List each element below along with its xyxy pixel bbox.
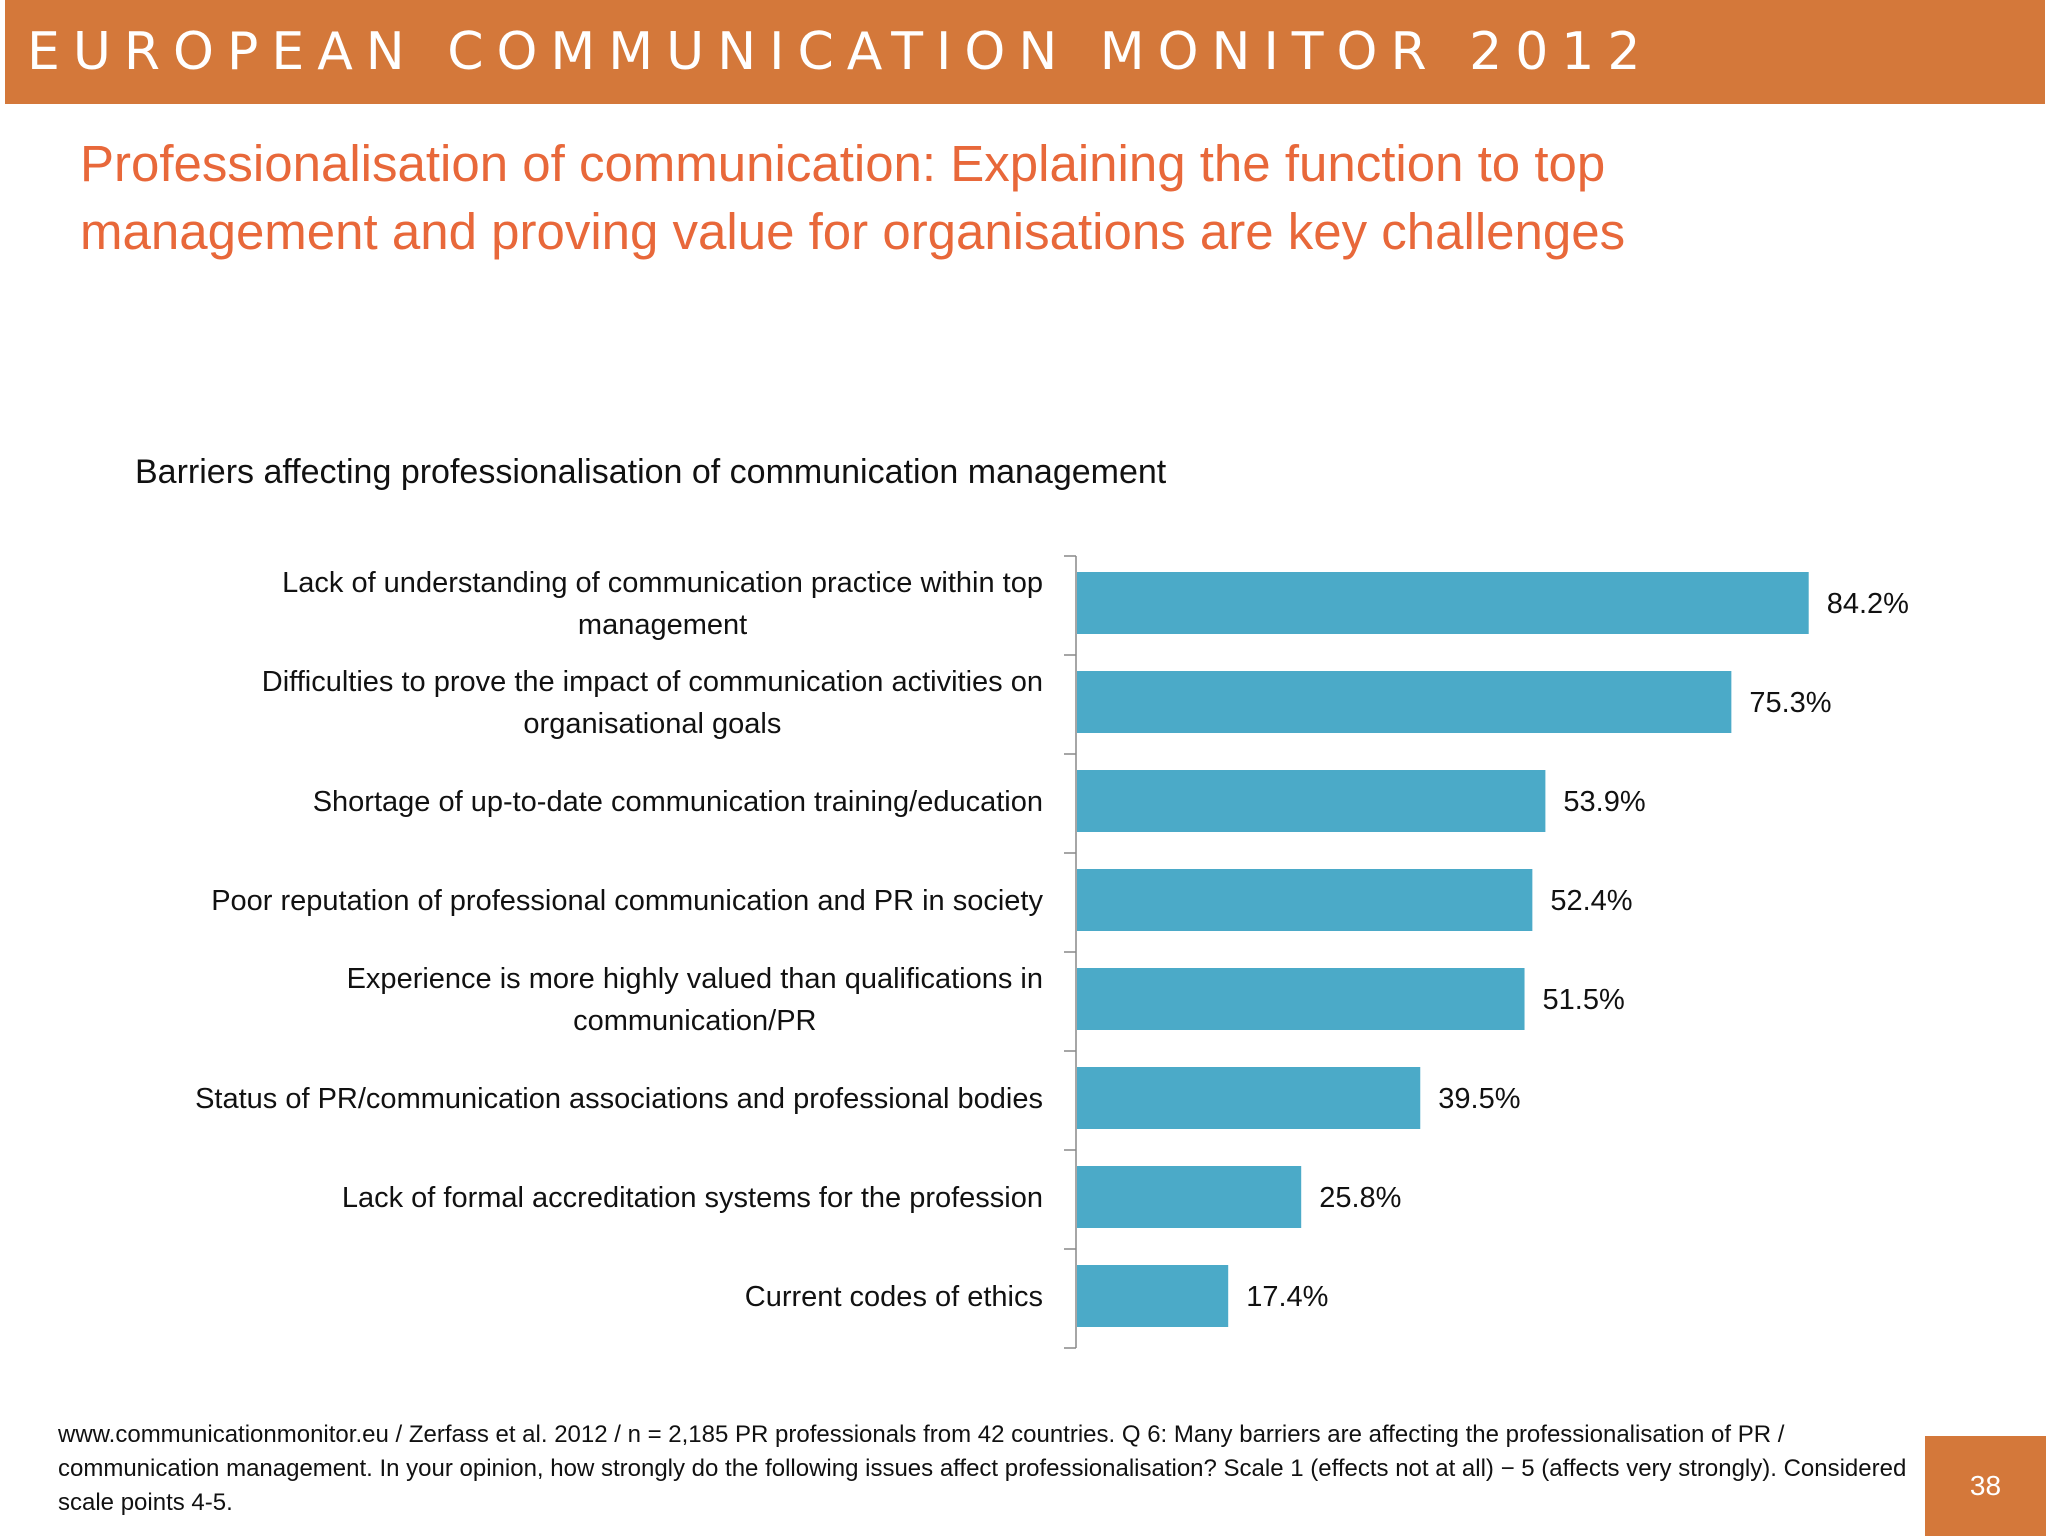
- chart-title: Barriers affecting professionalisation o…: [135, 453, 1167, 491]
- bar: [1077, 1067, 1421, 1129]
- bar-chart: 84.2% Lack of understanding of communicat…: [195, 555, 1909, 1349]
- bar: [1077, 968, 1525, 1030]
- bar: [1077, 1166, 1302, 1228]
- category-label: Difficulties to prove the impact of comm…: [262, 666, 1043, 698]
- bar: [1077, 572, 1809, 634]
- page-number: 38: [1969, 1470, 2002, 1501]
- bar-value-label: 53.9%: [1563, 786, 1645, 818]
- category-label: Lack of understanding of communication p…: [282, 567, 1043, 599]
- category-label: Current codes of ethics: [745, 1281, 1043, 1313]
- slide-title: Professionalisation of communication: Ex…: [80, 135, 1626, 260]
- bar: [1077, 1265, 1229, 1327]
- bar-value-label: 51.5%: [1543, 984, 1625, 1016]
- category-label: Poor reputation of professional communic…: [211, 885, 1043, 917]
- category-label: management: [578, 609, 747, 641]
- bar-value-label: 84.2%: [1827, 588, 1909, 620]
- header-bar: EUROPEAN COMMUNICATION MONITOR 2012: [5, 0, 2045, 104]
- page-number-box: 38: [1925, 1436, 2046, 1536]
- bar: [1077, 671, 1732, 733]
- category-label: Experience is more highly valued than qu…: [347, 963, 1043, 995]
- bar: [1077, 869, 1533, 931]
- footnote: www.communicationmonitor.eu / Zerfass et…: [58, 1421, 1907, 1516]
- header-title: EUROPEAN COMMUNICATION MONITOR 2012: [27, 22, 1654, 82]
- bar: [1077, 770, 1546, 832]
- category-label: Status of PR/communication associations …: [195, 1083, 1043, 1115]
- category-label: communication/PR: [573, 1005, 816, 1037]
- bar-value-label: 75.3%: [1749, 687, 1831, 719]
- bar-value-label: 39.5%: [1438, 1083, 1520, 1115]
- bar-value-label: 52.4%: [1550, 885, 1632, 917]
- category-label: Shortage of up-to-date communication tra…: [313, 786, 1043, 818]
- bar-value-label: 17.4%: [1246, 1281, 1328, 1313]
- bar-value-label: 25.8%: [1319, 1182, 1401, 1214]
- category-label: Lack of formal accreditation systems for…: [342, 1182, 1043, 1214]
- category-label: organisational goals: [523, 708, 781, 740]
